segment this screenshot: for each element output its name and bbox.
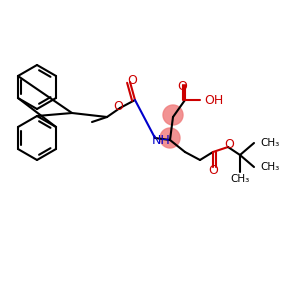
Text: CH₃: CH₃ <box>260 138 279 148</box>
Text: NH: NH <box>152 134 171 148</box>
Circle shape <box>163 105 183 125</box>
Text: CH₃: CH₃ <box>230 174 250 184</box>
Text: CH₃: CH₃ <box>260 162 279 172</box>
Text: OH: OH <box>204 94 223 106</box>
Text: O: O <box>177 80 187 94</box>
Text: O: O <box>127 74 137 86</box>
Circle shape <box>160 128 180 148</box>
Text: O: O <box>224 137 234 151</box>
Text: O: O <box>113 100 123 113</box>
Text: O: O <box>208 164 218 176</box>
